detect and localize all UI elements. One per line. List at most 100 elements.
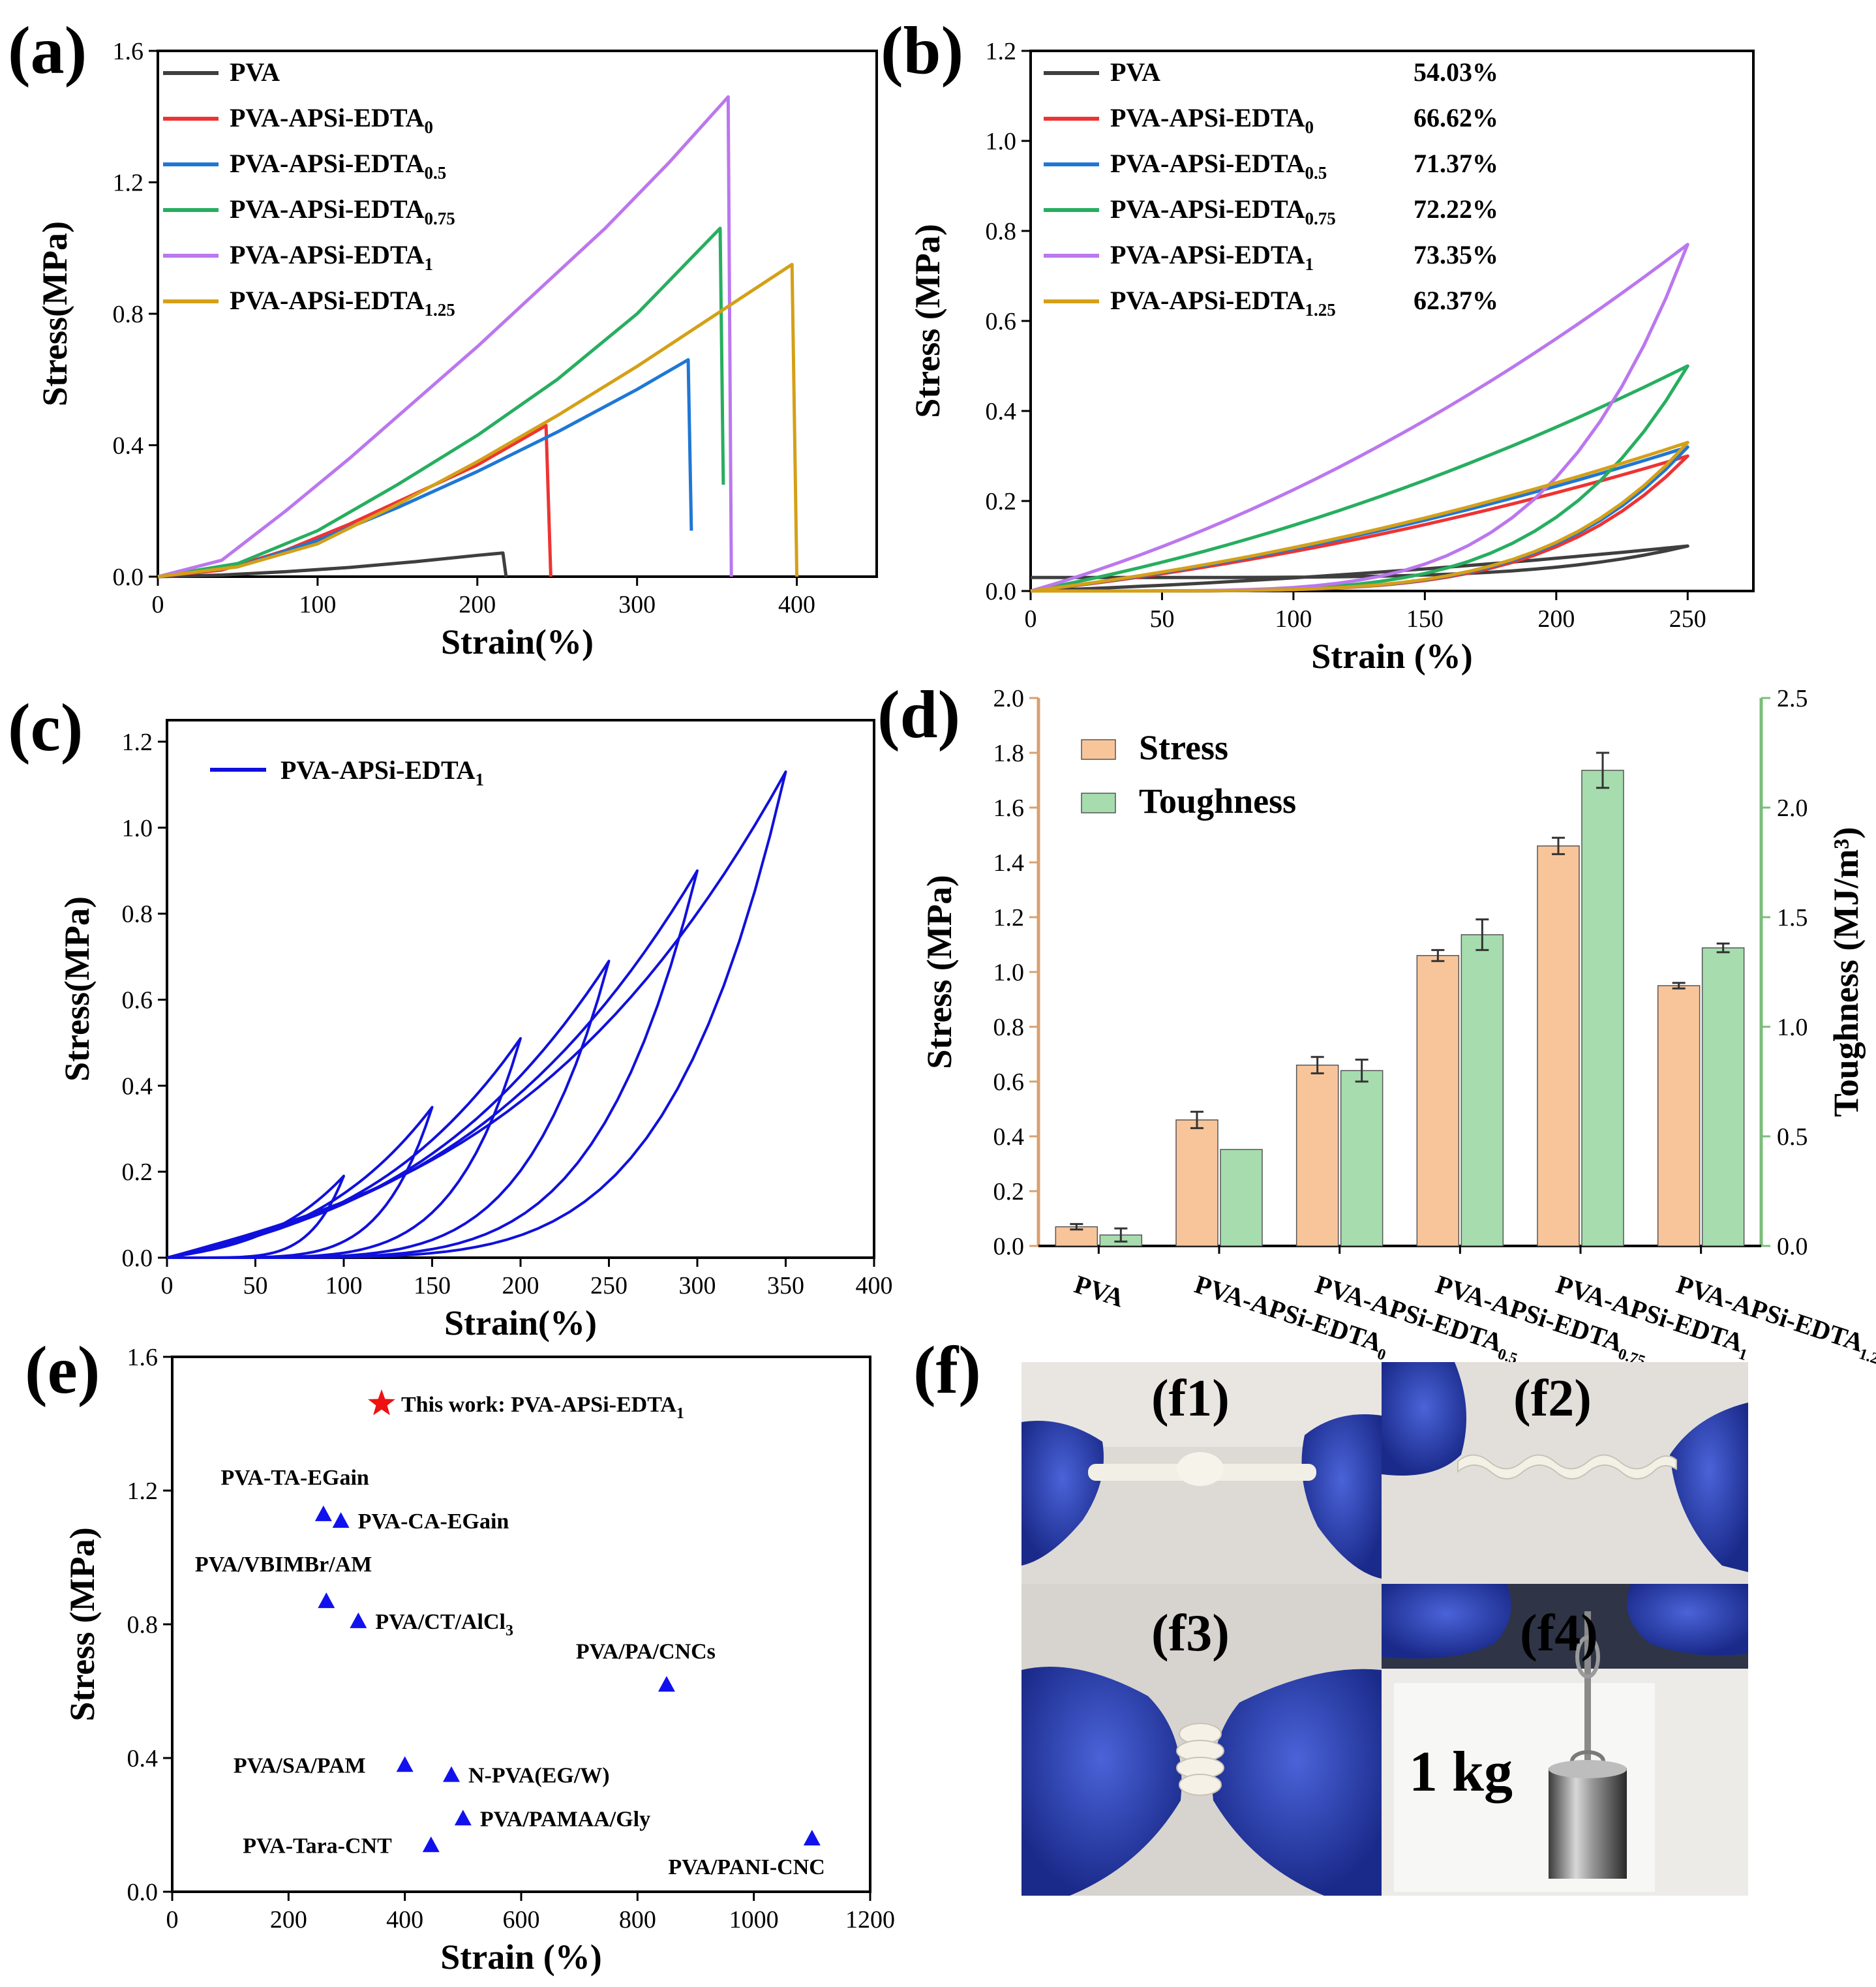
y-tick-label: 0.4: [993, 1123, 1025, 1151]
series-line-4: [157, 95, 733, 579]
x-tick-label: 100: [1275, 605, 1312, 633]
legend-swatch-0: [1081, 739, 1116, 760]
category-label-0: PVA: [1071, 1269, 1128, 1313]
toughness-bar-1: [1220, 1149, 1263, 1247]
panel-label-c: (c): [8, 690, 83, 765]
x-tick-label: 150: [1406, 605, 1444, 633]
y2-tick-label: 1.0: [1777, 1014, 1808, 1041]
stress-bar-3: [1416, 955, 1460, 1247]
x-tick-label: 400: [856, 1272, 893, 1299]
x-tick-label: 100: [299, 591, 336, 618]
legend-label-4: PVA-APSi-EDTA1: [1110, 240, 1314, 274]
x-tick-label: 0: [166, 1906, 179, 1934]
y-tick-label: 1.2: [122, 729, 153, 756]
y-tick-label: 1.0: [986, 128, 1017, 155]
y-tick-label: 0.2: [993, 1178, 1025, 1206]
scatter-label-5: PVA/SA/PAM: [234, 1753, 366, 1778]
x-tick-label: 200: [459, 591, 496, 618]
cycle-loop-3: [166, 960, 611, 1259]
x-tick-label: 1200: [845, 1906, 895, 1934]
scatter-label-9: PVA/PANI-CNC: [668, 1855, 825, 1879]
y-tick-label: 0.8: [113, 301, 144, 328]
legend-label-0: Stress: [1139, 728, 1228, 767]
y-tick-label: 0.6: [986, 308, 1017, 335]
y-tick-label: 0.6: [122, 986, 153, 1014]
photo-f1: (f1): [1021, 1362, 1382, 1584]
legend-value-2: 71.37%: [1414, 149, 1498, 178]
photo-f3-label: (f3): [1151, 1605, 1230, 1662]
y2-tick-label: 0.5: [1777, 1123, 1808, 1151]
x-tick-label: 0: [152, 591, 164, 618]
scatter-marker-0: [314, 1505, 332, 1521]
x-tick-label: 200: [270, 1906, 307, 1934]
y-tick-label: 2.0: [993, 685, 1025, 712]
y-tick-label: 0.2: [122, 1159, 153, 1186]
y-tick-label: 1.0: [122, 815, 153, 842]
y2-axis-title: Toughness (MJ/m³): [1826, 827, 1866, 1117]
legend-label-2: PVA-APSi-EDTA0.5: [230, 149, 446, 183]
scatter-label-0: PVA-TA-EGain: [221, 1466, 369, 1490]
scatter-label-7: PVA/PAMAA/Gly: [480, 1807, 650, 1831]
x-tick-label: 50: [243, 1272, 268, 1299]
y-tick-label: 1.8: [993, 740, 1025, 767]
scatter-marker-3: [350, 1612, 367, 1628]
x-tick-label: 300: [679, 1272, 716, 1299]
chart-e-literature-comparison: 0 200 400 600 800 1000 1200 0.0 0.4 0.8 1.2 1.6 Stra…: [63, 1344, 895, 1977]
x-tick-label: 300: [618, 591, 656, 618]
y-tick-label: 1.6: [113, 38, 144, 65]
photo-f4: 1 kg (f4): [1382, 1584, 1748, 1896]
y-axis-title: Stress(MPa): [57, 896, 97, 1082]
x-tick-label: 400: [778, 591, 815, 618]
scatter-label-2: PVA/VBIMBr/AM: [195, 1553, 372, 1577]
stress-bar-5: [1657, 985, 1701, 1247]
cycle-loop-5: [166, 770, 787, 1259]
photo-f3: (f3): [1021, 1584, 1382, 1896]
highlight-label: This work: PVA-APSi-EDTA1: [401, 1393, 684, 1422]
y-tick-label: 0.4: [113, 432, 144, 460]
legend-label-0: PVA: [230, 57, 280, 87]
panel-label-a: (a): [8, 13, 87, 88]
y-tick-label: 1.2: [986, 38, 1017, 65]
y-tick-label: 0.4: [127, 1745, 159, 1772]
y-tick-label: 1.2: [113, 170, 144, 197]
cycle-loop-2: [166, 1037, 522, 1259]
y-tick-label: 0.0: [127, 1879, 159, 1906]
toughness-bar-4: [1581, 770, 1624, 1247]
chart-c-successive-cycles: 0 50 100 150 200 250 300 350 400 0.0 0.2 0.4 0.6 0.8 1…: [57, 719, 893, 1342]
y2-tick-label: 1.5: [1777, 904, 1808, 932]
legend-label-3: PVA-APSi-EDTA0.75: [230, 194, 455, 228]
y-tick-label: 1.6: [993, 795, 1025, 822]
chart-a-stress-strain: 0 100 200 300 400 0.0 0.4 0.8 1.2 1.6 Strain(%) Str…: [35, 38, 878, 661]
legend-value-4: 73.35%: [1414, 240, 1498, 269]
y-tick-label: 0.6: [993, 1069, 1025, 1096]
x-tick-label: 400: [386, 1906, 423, 1934]
scatter-label-8: PVA-Tara-CNT: [243, 1834, 392, 1858]
photo-f1-label: (f1): [1151, 1370, 1230, 1427]
x-tick-label: 200: [502, 1272, 539, 1299]
x-axis-title: Strain (%): [440, 1937, 601, 1977]
series-loop-0: [1030, 544, 1689, 593]
legend-swatch-1: [1081, 793, 1116, 813]
y-tick-label: 0.8: [127, 1611, 159, 1639]
cycle-loop-4: [166, 869, 699, 1259]
legend-label-5: PVA-APSi-EDTA1.25: [1110, 286, 1336, 320]
panel-label-f: (f): [913, 1333, 981, 1408]
legend-value-0: 54.03%: [1414, 57, 1498, 87]
y-tick-label: 0.0: [986, 578, 1017, 605]
legend-label-2: PVA-APSi-EDTA0.5: [1110, 149, 1327, 183]
legend-value-3: 72.22%: [1414, 194, 1498, 224]
y2-tick-label: 2.0: [1777, 795, 1808, 822]
x-tick-label: 0: [161, 1272, 174, 1299]
scatter-label-6: N-PVA(EG/W): [468, 1764, 610, 1788]
photo-f4-label: (f4): [1520, 1605, 1598, 1662]
scatter-marker-9: [803, 1830, 821, 1845]
photo-panel-f: (f1) (f2) (f3): [1021, 1362, 1748, 1896]
legend-label-5: PVA-APSi-EDTA1.25: [230, 286, 455, 320]
cycle-loop-1: [166, 1106, 434, 1259]
chart-b-cyclic-loading: 0 50 100 150 200 250 0.0 0.2 0.4 0.6 0.8 1.0 1.2 Stra…: [908, 38, 1755, 676]
x-tick-label: 50: [1149, 605, 1174, 633]
scatter-marker-7: [454, 1810, 472, 1826]
chart-d-stress-toughness-bars: 0.0 0.2 0.4 0.6 0.8 1.0 1.2 1.4 1.6 1.8 2.0 0.0 0.5 1…: [920, 685, 1876, 1370]
scatter-label-4: PVA/PA/CNCs: [576, 1639, 716, 1663]
photo-f2-label: (f2): [1513, 1370, 1592, 1427]
